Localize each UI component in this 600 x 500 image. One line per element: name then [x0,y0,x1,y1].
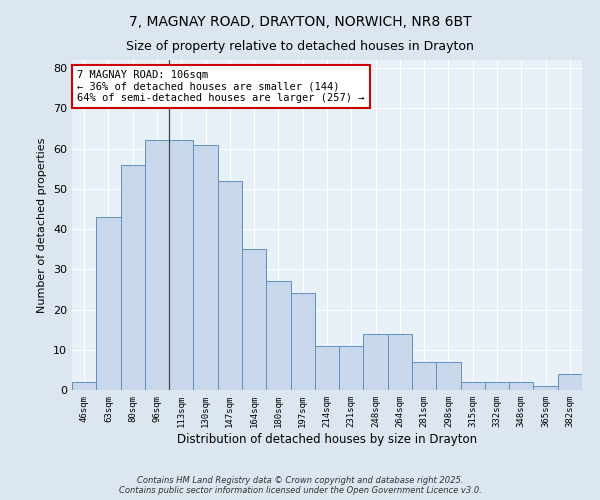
Bar [533,386,558,390]
Bar [412,362,436,390]
Bar [364,334,388,390]
Text: Contains HM Land Registry data © Crown copyright and database right 2025.
Contai: Contains HM Land Registry data © Crown c… [119,476,481,495]
X-axis label: Distribution of detached houses by size in Drayton: Distribution of detached houses by size … [177,432,477,446]
Bar [266,282,290,390]
Bar [290,294,315,390]
Bar [242,249,266,390]
Bar [485,382,509,390]
Bar [509,382,533,390]
Bar [315,346,339,390]
Bar [169,140,193,390]
Bar [436,362,461,390]
Text: Size of property relative to detached houses in Drayton: Size of property relative to detached ho… [126,40,474,53]
Bar [96,217,121,390]
Bar [339,346,364,390]
Bar [193,144,218,390]
Bar [121,164,145,390]
Bar [72,382,96,390]
Bar [218,180,242,390]
Bar [388,334,412,390]
Text: 7, MAGNAY ROAD, DRAYTON, NORWICH, NR8 6BT: 7, MAGNAY ROAD, DRAYTON, NORWICH, NR8 6B… [128,15,472,29]
Y-axis label: Number of detached properties: Number of detached properties [37,138,47,312]
Bar [145,140,169,390]
Bar [558,374,582,390]
Bar [461,382,485,390]
Text: 7 MAGNAY ROAD: 106sqm
← 36% of detached houses are smaller (144)
64% of semi-det: 7 MAGNAY ROAD: 106sqm ← 36% of detached … [77,70,365,103]
